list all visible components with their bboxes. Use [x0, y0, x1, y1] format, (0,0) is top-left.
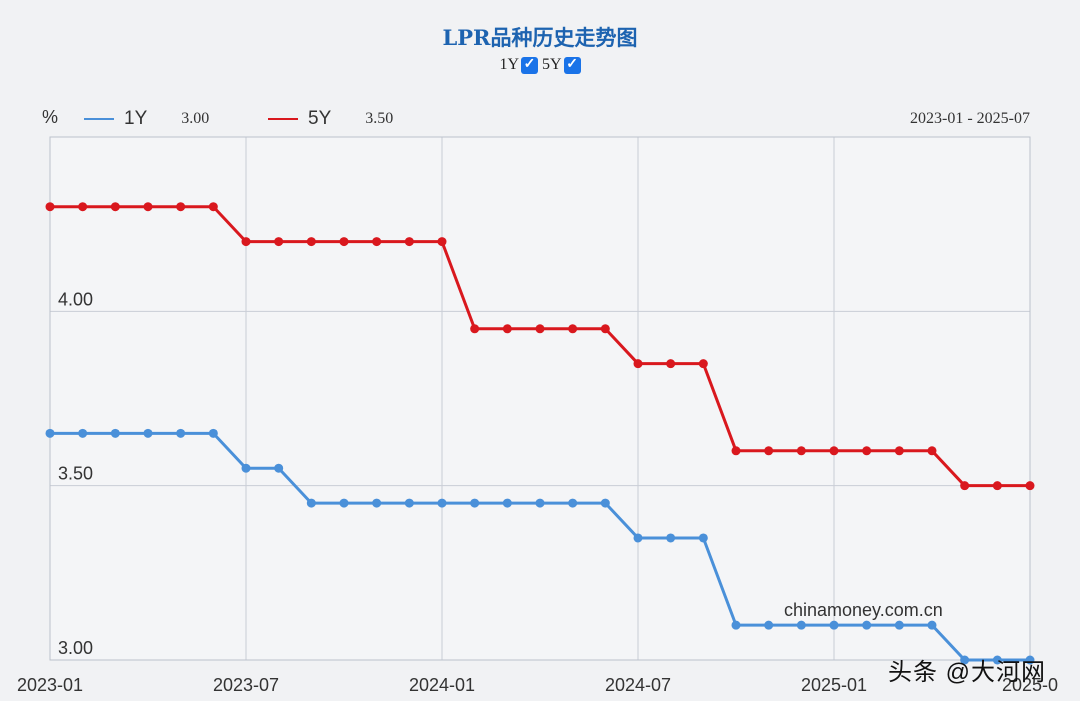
data-point-1y — [796, 620, 806, 630]
data-point-5y — [535, 324, 545, 334]
data-point-5y — [666, 359, 676, 369]
data-point-1y — [731, 620, 741, 630]
date-range: 2023-01 - 2025-07 — [910, 110, 1030, 127]
data-point-1y — [894, 620, 904, 630]
data-point-1y — [862, 620, 872, 630]
data-point-1y — [535, 498, 545, 508]
data-point-5y — [600, 324, 610, 334]
data-point-1y — [927, 620, 937, 630]
data-point-5y — [960, 481, 970, 491]
data-point-5y — [45, 202, 55, 212]
data-point-1y — [600, 498, 610, 508]
data-point-5y — [731, 446, 741, 456]
data-point-5y — [437, 237, 447, 247]
data-point-5y — [764, 446, 774, 456]
plot-area — [50, 137, 1030, 660]
data-point-1y — [176, 428, 186, 438]
data-point-5y — [78, 202, 88, 212]
data-point-1y — [372, 498, 382, 508]
data-point-1y — [960, 655, 970, 665]
toggle-5y[interactable]: 5Y ✓ — [542, 56, 581, 74]
data-point-5y — [274, 237, 284, 247]
data-point-1y — [78, 428, 88, 438]
data-point-5y — [927, 446, 937, 456]
data-point-1y — [666, 533, 676, 543]
data-point-5y — [992, 481, 1002, 491]
legend-value-1y: 3.00 — [181, 110, 210, 127]
x-tick-label: 2025-01 — [801, 675, 867, 695]
x-tick-label: 2023-01 — [17, 675, 83, 695]
data-point-1y — [1025, 655, 1035, 665]
data-point-5y — [698, 359, 708, 369]
data-point-1y — [274, 463, 284, 473]
data-point-5y — [404, 237, 414, 247]
data-point-5y — [241, 237, 251, 247]
data-point-5y — [829, 446, 839, 456]
plot-frame — [49, 136, 1031, 661]
checkbox-1y[interactable]: ✓ — [521, 56, 538, 74]
data-point-1y — [633, 533, 643, 543]
brand-watermark: 头条 @大河网 — [888, 659, 1047, 686]
toggle-1y-label: 1Y — [499, 56, 519, 73]
data-point-5y — [633, 359, 643, 369]
data-point-1y — [208, 428, 218, 438]
legend-item-1y[interactable]: 1Y 3.00 — [84, 108, 209, 130]
data-point-5y — [372, 237, 382, 247]
data-point-5y — [1025, 481, 1035, 491]
data-point-1y — [502, 498, 512, 508]
checkbox-5y[interactable]: ✓ — [563, 56, 581, 74]
data-point-5y — [796, 446, 806, 456]
data-point-5y — [110, 202, 120, 212]
data-point-1y — [764, 620, 774, 630]
x-tick-label: 2023-07 — [213, 675, 279, 695]
data-point-1y — [437, 498, 447, 508]
toggle-5y-label: 5Y — [542, 56, 562, 73]
data-point-5y — [208, 202, 218, 212]
data-point-1y — [339, 498, 349, 508]
data-point-1y — [698, 533, 708, 543]
x-tick-label: 2025-0 — [1002, 675, 1058, 695]
data-point-5y — [568, 324, 578, 334]
data-point-5y — [470, 324, 480, 334]
data-point-5y — [176, 202, 186, 212]
legend-line-5y — [268, 118, 298, 120]
legend-line-1y — [84, 118, 114, 120]
legend-value-5y: 3.50 — [365, 110, 394, 127]
data-point-5y — [502, 324, 512, 334]
data-point-5y — [894, 446, 904, 456]
y-tick-label: 3.00 — [58, 638, 93, 658]
y-axis-unit: % — [42, 107, 59, 127]
data-point-1y — [829, 620, 839, 630]
watermark: chinamoney.com.cn — [784, 600, 943, 620]
data-point-1y — [306, 498, 316, 508]
y-tick-label: 4.00 — [58, 289, 93, 309]
data-point-1y — [110, 428, 120, 438]
data-point-5y — [862, 446, 872, 456]
data-point-1y — [45, 428, 55, 438]
x-tick-label: 2024-01 — [409, 675, 475, 695]
data-point-1y — [241, 463, 251, 473]
data-point-5y — [306, 237, 316, 247]
data-point-1y — [992, 655, 1002, 665]
legend-name-5y: 5Y — [308, 108, 332, 129]
toggle-1y[interactable]: 1Y ✓ — [499, 56, 538, 74]
data-point-1y — [568, 498, 578, 508]
x-tick-label: 2024-07 — [605, 675, 671, 695]
y-tick-label: 3.50 — [58, 464, 93, 484]
legend-item-5y[interactable]: 5Y 3.50 — [268, 108, 393, 130]
data-point-1y — [404, 498, 414, 508]
data-point-5y — [339, 237, 349, 247]
data-point-5y — [143, 202, 153, 212]
series-toggles: 1Y ✓ 5Y ✓ — [0, 56, 1080, 74]
data-point-1y — [470, 498, 480, 508]
data-point-1y — [143, 428, 153, 438]
legend-name-1y: 1Y — [124, 108, 148, 129]
chart-title: LPR品种历史走势图 — [442, 25, 638, 50]
